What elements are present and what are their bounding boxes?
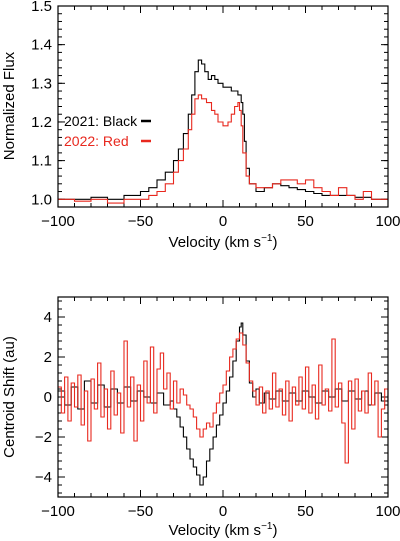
top-y-tick-label: 1.5 xyxy=(31,0,52,15)
top-plot-frame xyxy=(57,5,389,208)
bottom-series-line-1 xyxy=(58,332,388,464)
bottom-y-tick-label: −2 xyxy=(35,429,52,446)
bottom-x-axis-label: Velocity (km s−1) xyxy=(169,521,278,539)
top-y-tick-label: 1.0 xyxy=(31,191,52,208)
top-x-axis-label-sup: −1 xyxy=(261,233,273,244)
top-y-tick-label: 1.2 xyxy=(31,114,52,131)
bottom-y-axis-label: Centroid Shift (au) xyxy=(1,336,18,458)
bottom-x-tick-label: −50 xyxy=(128,503,153,520)
bottom-y-tick-label: −4 xyxy=(35,469,52,486)
top-x-tick-label: 100 xyxy=(375,213,400,230)
top-y-tick-label: 1.4 xyxy=(31,37,52,54)
bottom-y-tick-label: 4 xyxy=(44,309,52,326)
bottom-x-tick-label: 50 xyxy=(297,503,314,520)
top-y-axis-label: Normalized Flux xyxy=(1,51,18,160)
bottom-plot-frame xyxy=(57,296,389,498)
top-y-tick-label: 1.3 xyxy=(31,75,52,92)
top-legend-label: 2021: Black xyxy=(64,113,138,129)
top-series-group xyxy=(58,59,388,204)
bottom-series-group xyxy=(58,322,388,486)
top-series-line-1 xyxy=(58,94,388,204)
top-x-tick-label: −50 xyxy=(128,213,153,230)
bottom-chart: −100 −50 0 50 100 −4 −2 0 2 4 Velocity (km s−1) C… xyxy=(1,296,400,539)
top-x-axis-label: Velocity (km s−1) xyxy=(169,233,278,251)
bottom-x-tick-label: 100 xyxy=(375,503,400,520)
bottom-y-tick-label: 0 xyxy=(44,389,52,406)
top-y-tick-label: 1.1 xyxy=(31,153,52,170)
bottom-y-tick-label: 2 xyxy=(44,349,52,366)
top-x-tick-label: 50 xyxy=(297,213,314,230)
top-series-line-0 xyxy=(58,59,388,200)
bottom-x-tick-label: −100 xyxy=(41,503,75,520)
top-legend: 2021: Black 2022: Red xyxy=(64,113,151,149)
bottom-x-axis-label-sup: −1 xyxy=(261,521,273,532)
top-chart: −100 −50 0 50 100 1.0 1.1 1.2 1.3 1.4 1.5 2021: Bl… xyxy=(1,0,400,251)
top-x-tick-label: −100 xyxy=(41,213,75,230)
bottom-x-tick-label: 0 xyxy=(219,503,227,520)
bottom-gridticks: −100 −50 0 50 100 −4 −2 0 2 4 xyxy=(35,297,400,520)
top-legend-label: 2022: Red xyxy=(64,133,129,149)
top-x-tick-label: 0 xyxy=(219,213,227,230)
